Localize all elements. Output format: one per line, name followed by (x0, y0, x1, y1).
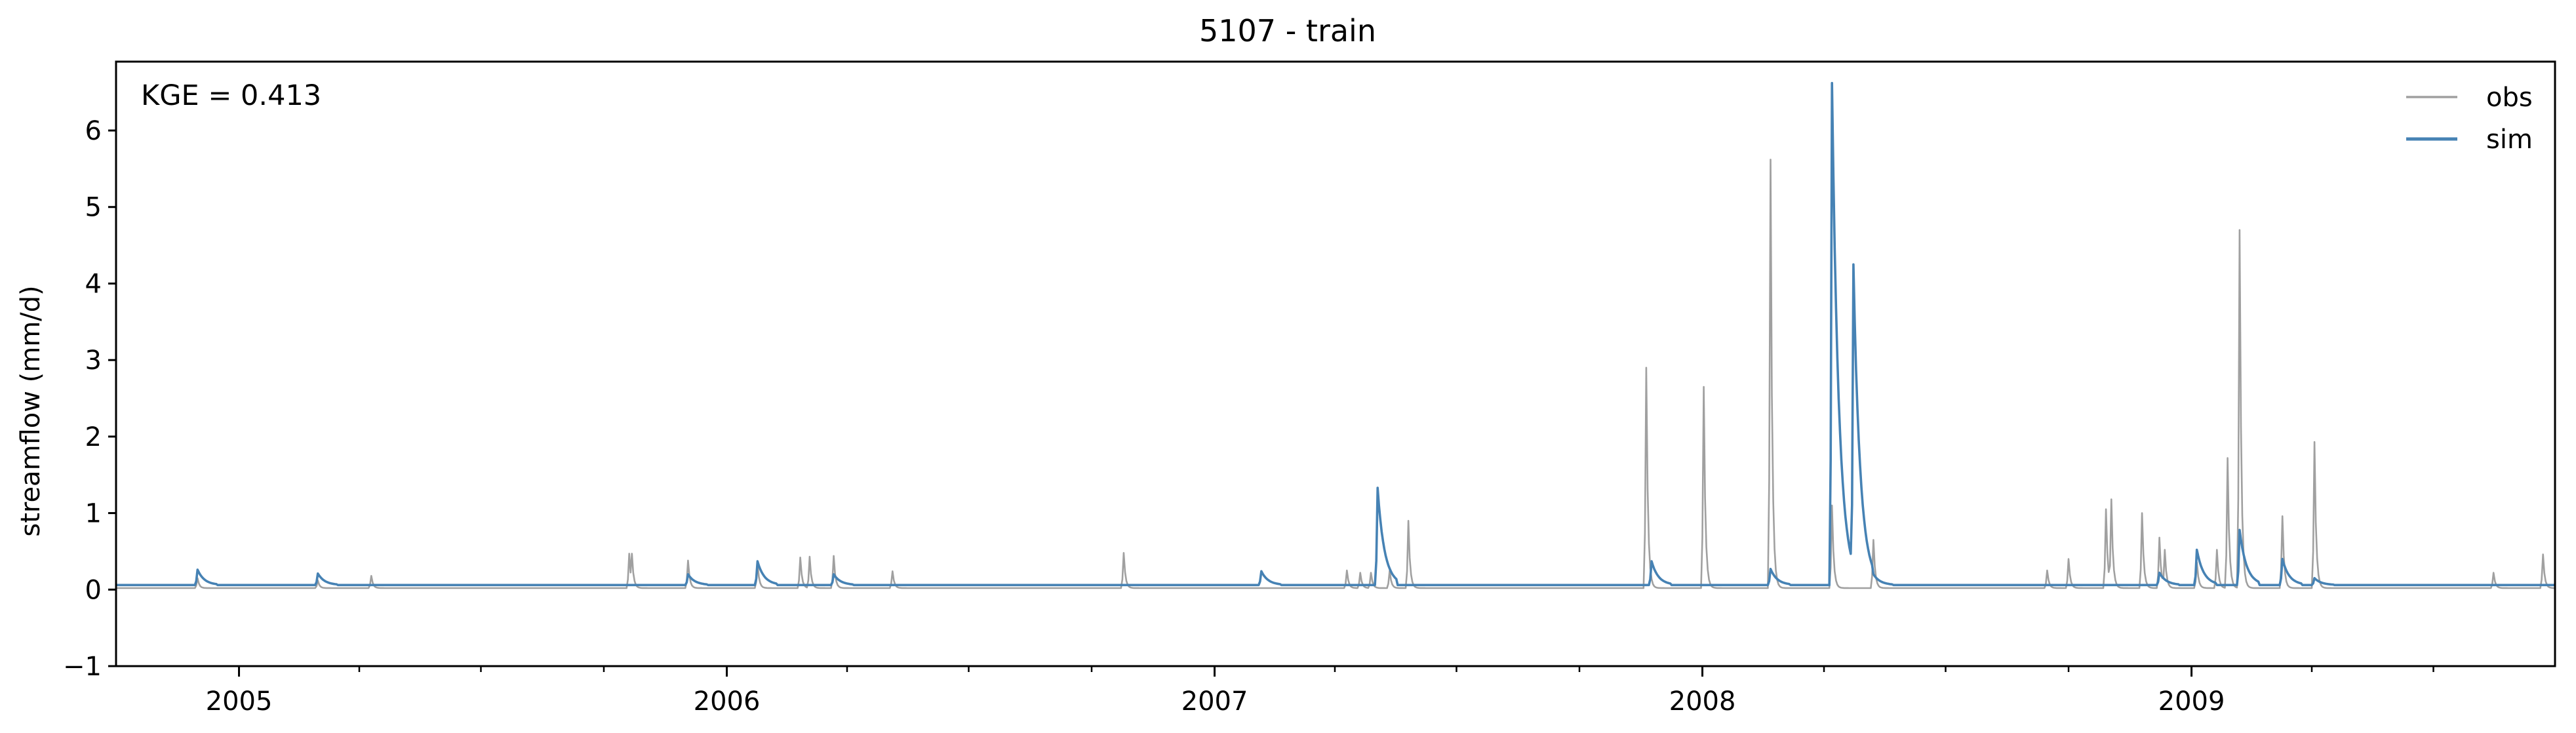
y-tick-label: 3 (85, 346, 102, 376)
y-axis-label: streamflow (mm/d) (16, 285, 46, 536)
y-tick-label: 5 (85, 193, 102, 223)
x-tick-label: 2009 (2158, 686, 2225, 717)
kge-annotation: KGE = 0.413 (141, 79, 321, 112)
series-sim-line (116, 81, 2555, 587)
y-tick-label: 0 (85, 575, 102, 605)
legend: obs sim (2406, 83, 2533, 155)
plot-area (116, 81, 2555, 589)
y-tick-label: 2 (85, 422, 102, 452)
legend-sim-label: sim (2486, 125, 2533, 155)
x-tick-label: 2008 (1669, 686, 1736, 717)
chart-title: 5107 - train (1199, 13, 1376, 49)
y-tick-label: 1 (85, 499, 102, 529)
y-tick-label: −1 (63, 652, 102, 682)
y-tick-label: 6 (85, 116, 102, 146)
series-obs-line (116, 159, 2555, 589)
x-tick-label: 2006 (694, 686, 761, 717)
x-tick-label: 2005 (206, 686, 273, 717)
y-tick-label: 4 (85, 269, 102, 299)
legend-obs-label: obs (2486, 83, 2533, 113)
x-tick-label: 2007 (1181, 686, 1248, 717)
axis-ticks: −1 0 1 2 3 4 5 6 2005 2006 2007 2008 2009 (63, 116, 2434, 717)
